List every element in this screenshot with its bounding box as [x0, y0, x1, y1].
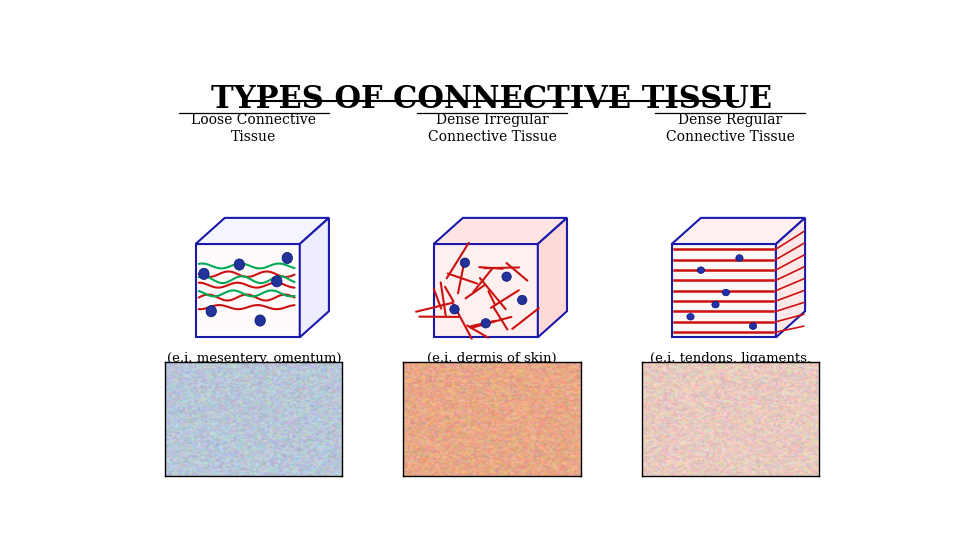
- Ellipse shape: [450, 305, 459, 314]
- Text: (e.i. mesentery, omentum): (e.i. mesentery, omentum): [167, 352, 341, 365]
- Polygon shape: [672, 244, 776, 338]
- Polygon shape: [300, 218, 329, 338]
- Ellipse shape: [481, 319, 491, 328]
- Ellipse shape: [712, 301, 719, 308]
- Polygon shape: [672, 218, 805, 244]
- Ellipse shape: [460, 258, 469, 267]
- Text: Dense Irregular
Connective Tissue: Dense Irregular Connective Tissue: [427, 113, 557, 144]
- Text: Loose Connective
Tissue: Loose Connective Tissue: [191, 113, 317, 144]
- Ellipse shape: [697, 267, 705, 273]
- Polygon shape: [196, 244, 300, 338]
- Polygon shape: [434, 218, 567, 244]
- Ellipse shape: [750, 323, 756, 329]
- Text: (e.i. tendons, ligaments,
cornea): (e.i. tendons, ligaments, cornea): [650, 352, 810, 381]
- Polygon shape: [196, 218, 329, 244]
- Ellipse shape: [686, 314, 694, 320]
- Ellipse shape: [282, 252, 293, 264]
- Ellipse shape: [502, 272, 512, 281]
- Text: TYPES OF CONNECTIVE TISSUE: TYPES OF CONNECTIVE TISSUE: [211, 84, 773, 114]
- Ellipse shape: [517, 295, 527, 305]
- Polygon shape: [776, 218, 805, 338]
- Ellipse shape: [206, 306, 216, 317]
- Ellipse shape: [255, 315, 265, 326]
- Ellipse shape: [272, 276, 282, 287]
- Ellipse shape: [722, 289, 730, 296]
- Ellipse shape: [735, 255, 743, 261]
- Ellipse shape: [199, 268, 209, 280]
- Ellipse shape: [234, 259, 245, 270]
- Text: Dense Regular
Connective Tissue: Dense Regular Connective Tissue: [665, 113, 795, 144]
- Text: (e.i. dermis of skin): (e.i. dermis of skin): [427, 352, 557, 365]
- Polygon shape: [538, 218, 567, 338]
- Polygon shape: [434, 244, 538, 338]
